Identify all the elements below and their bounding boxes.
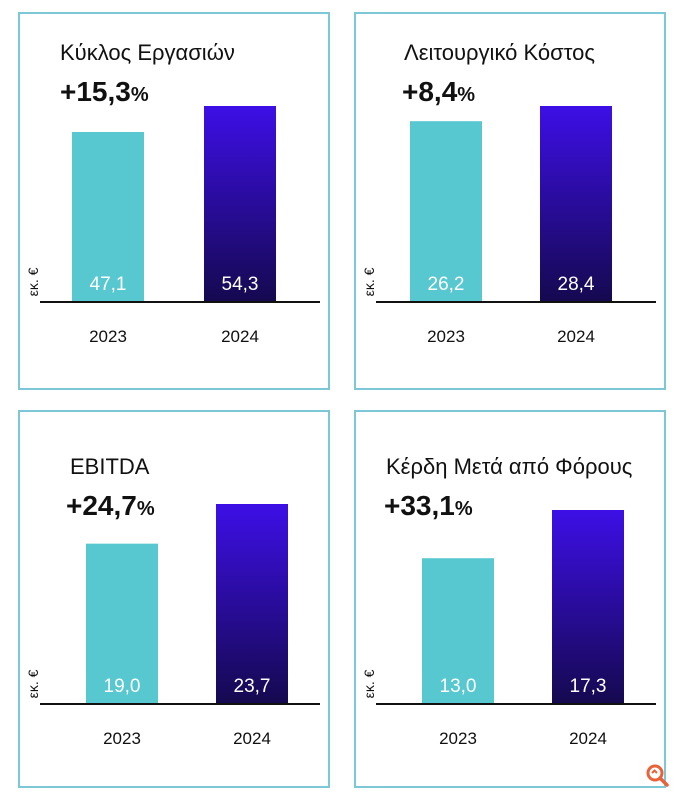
x-tick-label: 2023 bbox=[103, 729, 141, 748]
bar-2023 bbox=[410, 121, 482, 302]
x-tick-label: 2023 bbox=[427, 327, 465, 346]
x-tick-label: 2023 bbox=[439, 729, 477, 748]
bar-value-label: 28,4 bbox=[558, 274, 595, 295]
bar-2024 bbox=[540, 106, 612, 302]
bar-chart-svg: 47,1 2023 54,3 2024 εκ. € bbox=[25, 106, 320, 346]
change-percent: +24,7% bbox=[66, 490, 155, 522]
percent-sign: % bbox=[130, 84, 149, 106]
y-axis-label: εκ. € bbox=[25, 267, 41, 296]
bar-2024 bbox=[216, 504, 288, 704]
bar-value-label: 54,3 bbox=[222, 274, 259, 295]
chart-panel-ebitda: EBITDA +24,7% 19,0 2023 23,7 2024 εκ. € bbox=[18, 410, 330, 788]
bar-value-label: 23,7 bbox=[234, 676, 271, 697]
y-axis-label: εκ. € bbox=[25, 669, 41, 698]
bar-2024 bbox=[552, 510, 624, 704]
chart-panel-revenue: Κύκλος Εργασιών +15,3% 47,1 2023 54,3 2024 ε… bbox=[18, 12, 330, 390]
chart-title: EBITDA bbox=[70, 454, 150, 479]
change-percent: +15,3% bbox=[60, 76, 149, 108]
percent-sign: % bbox=[454, 498, 473, 520]
change-value: +8,4 bbox=[402, 76, 458, 107]
chart-panel-operating-cost: Λειτουργικό Κόστος +8,4% 26,2 2023 28,4 202… bbox=[354, 12, 666, 390]
bar-value-label: 13,0 bbox=[440, 676, 477, 697]
change-percent: +8,4% bbox=[402, 76, 475, 108]
x-tick-label: 2024 bbox=[569, 729, 607, 748]
magnifier-logo-icon bbox=[646, 764, 669, 787]
x-tick-label: 2024 bbox=[221, 327, 259, 346]
change-value: +24,7 bbox=[66, 490, 137, 521]
chart-title: Κέρδη Μετά από Φόρους bbox=[386, 454, 633, 479]
x-tick-label: 2024 bbox=[233, 729, 271, 748]
x-tick-label: 2024 bbox=[557, 327, 595, 346]
chart-title: Κύκλος Εργασιών bbox=[60, 40, 235, 65]
bar-2023 bbox=[72, 131, 144, 302]
y-axis-label: εκ. € bbox=[361, 669, 377, 698]
percent-sign: % bbox=[457, 84, 476, 106]
y-axis-label: εκ. € bbox=[361, 267, 377, 296]
chart-panel-net-profit: Κέρδη Μετά από Φόρους +33,1% 13,0 2023 17,… bbox=[354, 410, 666, 788]
bar-value-label: 17,3 bbox=[570, 676, 607, 697]
change-value: +15,3 bbox=[60, 76, 131, 107]
percent-sign: % bbox=[136, 498, 155, 520]
chart-title: Λειτουργικό Κόστος bbox=[404, 40, 595, 65]
bar-chart-svg: 13,0 2023 17,3 2024 εκ. € bbox=[361, 510, 656, 748]
bar-chart-svg: 19,0 2023 23,7 2024 εκ. € bbox=[25, 504, 320, 748]
bar-2024 bbox=[204, 106, 276, 302]
bar-2023 bbox=[422, 558, 494, 704]
bar-2023 bbox=[86, 543, 158, 704]
x-tick-label: 2023 bbox=[89, 327, 127, 346]
bar-value-label: 26,2 bbox=[428, 274, 465, 295]
bar-chart-svg: 26,2 2023 28,4 2024 εκ. € bbox=[361, 106, 656, 346]
bar-value-label: 47,1 bbox=[90, 274, 127, 295]
change-value: +33,1 bbox=[384, 490, 455, 521]
bar-value-label: 19,0 bbox=[104, 676, 141, 697]
change-percent: +33,1% bbox=[384, 490, 473, 522]
